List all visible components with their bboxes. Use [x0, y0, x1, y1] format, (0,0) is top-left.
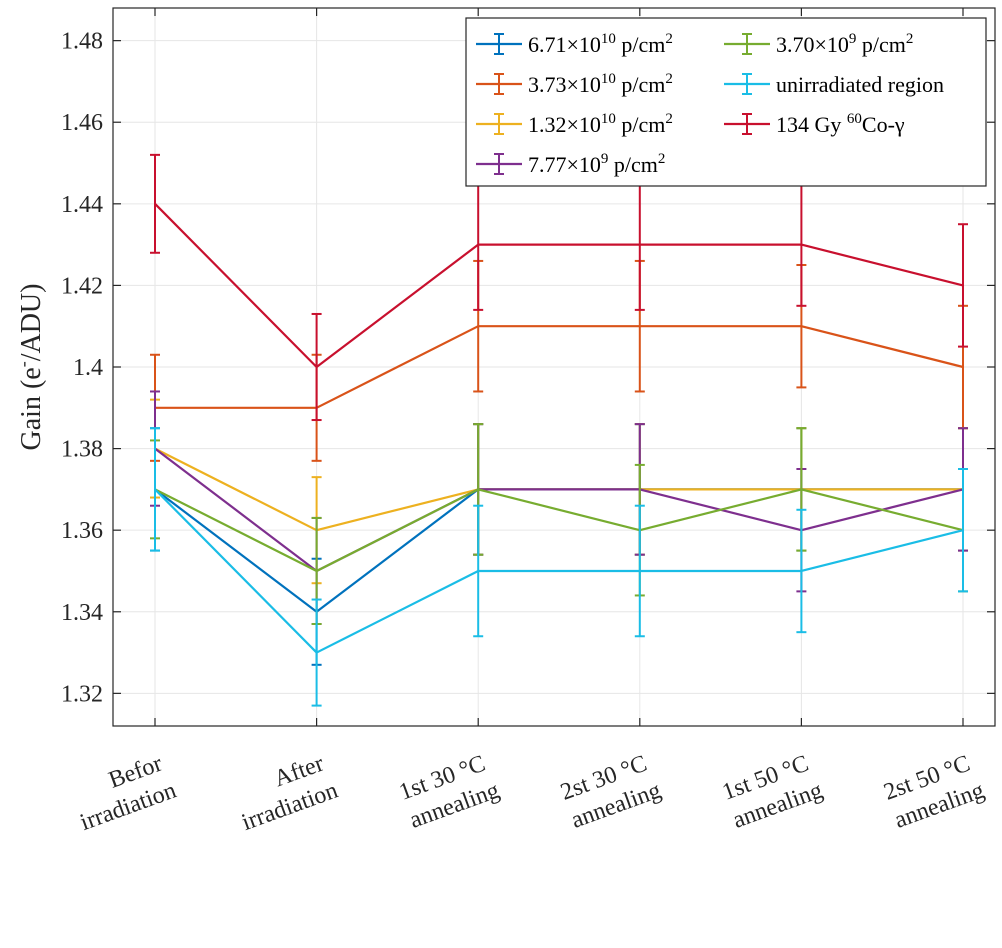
legend-label: 7.77×109 p/cm2	[528, 151, 665, 177]
y-tick-label: 1.38	[61, 437, 103, 463]
legend-entry: 7.77×109 p/cm2	[476, 151, 665, 177]
y-tick-label: 1.32	[61, 681, 103, 707]
error-bar	[796, 508, 807, 634]
error-bar	[311, 598, 322, 707]
series-line	[154, 447, 964, 573]
legend-box	[465, 17, 987, 187]
series-6	[150, 153, 968, 422]
y-tick-label: 1.46	[61, 110, 103, 136]
error-bar	[150, 427, 160, 552]
y-tick-label: 1.4	[73, 355, 103, 381]
legend-label: 134 Gy 60Co-γ	[776, 111, 905, 137]
legend-label: 3.73×1010 p/cm2	[528, 71, 673, 97]
legend-label: 3.70×109 p/cm2	[776, 31, 913, 57]
y-tick-label: 1.42	[61, 273, 103, 299]
y-tick-label: 1.36	[61, 518, 103, 544]
error-bar	[958, 223, 968, 348]
series-line	[154, 488, 964, 573]
series-5	[150, 427, 968, 707]
series-0	[150, 423, 968, 666]
y-tick-label: 1.44	[61, 192, 103, 218]
y-axis-title: Gain (e-/ADU)	[13, 284, 47, 451]
series-line	[154, 488, 964, 654]
ticks: 1.32 1.34 1.36 1.38 1.4 1.42 1.44 1.46 1.48	[61, 8, 995, 726]
legend-entry: 3.73×1010 p/cm2	[476, 71, 673, 97]
y-axis-label: Gain (e-/ADU)	[13, 284, 47, 451]
series-1	[150, 259, 968, 462]
legend-entry: unirradiated region	[724, 72, 944, 97]
series-line	[154, 203, 964, 369]
series-4	[150, 423, 968, 626]
y-tick-label: 1.48	[61, 29, 103, 55]
legend-entry: 134 Gy 60Co-γ	[724, 111, 905, 137]
error-bar	[634, 504, 645, 638]
error-bar	[311, 312, 322, 422]
legend-entry: 3.70×109 p/cm2	[724, 31, 913, 57]
error-bar	[958, 467, 968, 593]
error-bar	[473, 504, 484, 638]
series-group	[150, 153, 968, 707]
legend-label: unirradiated region	[776, 72, 944, 97]
legend-label: 1.32×1010 p/cm2	[528, 111, 673, 137]
legend: 6.71×1010 p/cm2 3.70×109 p/cm2 3.73×1010 p…	[465, 17, 987, 187]
series-line	[155, 325, 964, 409]
legend-label: 6.71×1010 p/cm2	[528, 31, 673, 57]
legend-entry: 6.71×1010 p/cm2	[476, 31, 673, 57]
legend-entry: 1.32×1010 p/cm2	[476, 111, 673, 137]
y-tick-label: 1.34	[61, 600, 103, 626]
error-bar	[150, 153, 160, 254]
series-2	[150, 398, 968, 585]
